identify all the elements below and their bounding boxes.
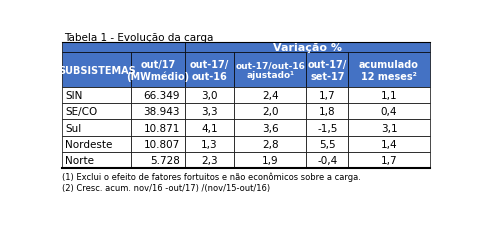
- Bar: [62, 88, 132, 104]
- Bar: [62, 120, 132, 136]
- Text: 1,7: 1,7: [319, 91, 336, 101]
- Bar: [185, 120, 234, 136]
- Bar: [132, 88, 185, 104]
- Bar: [306, 120, 348, 136]
- Text: -0,4: -0,4: [317, 155, 337, 165]
- Text: 2,4: 2,4: [262, 91, 279, 101]
- Bar: [348, 136, 430, 152]
- Bar: [62, 43, 185, 53]
- Bar: [234, 104, 306, 120]
- Bar: [132, 104, 185, 120]
- Text: 3,0: 3,0: [201, 91, 218, 101]
- Bar: [306, 104, 348, 120]
- Bar: [348, 53, 430, 88]
- Bar: [348, 120, 430, 136]
- Text: 1,8: 1,8: [319, 107, 336, 117]
- Text: 1,1: 1,1: [381, 91, 397, 101]
- Bar: [185, 43, 430, 53]
- Bar: [132, 53, 185, 88]
- Bar: [185, 88, 234, 104]
- Bar: [348, 152, 430, 168]
- Text: SIN: SIN: [65, 91, 83, 101]
- Text: 3,3: 3,3: [201, 107, 218, 117]
- Text: out-17/out-16
ajustado¹: out-17/out-16 ajustado¹: [236, 61, 305, 80]
- Text: Nordeste: Nordeste: [65, 139, 113, 149]
- Text: out/17
(MWmédio): out/17 (MWmédio): [126, 59, 190, 82]
- Text: 38.943: 38.943: [144, 107, 180, 117]
- Text: 5,5: 5,5: [319, 139, 336, 149]
- Bar: [62, 33, 430, 43]
- Text: -1,5: -1,5: [317, 123, 337, 133]
- Bar: [185, 152, 234, 168]
- Text: out-17/
set-17: out-17/ set-17: [308, 60, 347, 81]
- Bar: [62, 53, 132, 88]
- Text: 3,1: 3,1: [381, 123, 397, 133]
- Bar: [132, 136, 185, 152]
- Text: out-17/
out-16: out-17/ out-16: [190, 60, 229, 81]
- Text: Sul: Sul: [65, 123, 82, 133]
- Text: Tabela 1 - Evolução da carga: Tabela 1 - Evolução da carga: [64, 33, 213, 43]
- Text: 1,4: 1,4: [381, 139, 397, 149]
- Text: 5.728: 5.728: [150, 155, 180, 165]
- Text: 1,9: 1,9: [262, 155, 279, 165]
- Text: Norte: Norte: [65, 155, 95, 165]
- Bar: [348, 104, 430, 120]
- Text: 2,3: 2,3: [201, 155, 218, 165]
- Bar: [306, 88, 348, 104]
- Text: 66.349: 66.349: [144, 91, 180, 101]
- Bar: [62, 104, 132, 120]
- Text: SUBSISTEMAS: SUBSISTEMAS: [58, 66, 136, 76]
- Bar: [132, 120, 185, 136]
- Text: 10.871: 10.871: [144, 123, 180, 133]
- Text: 10.807: 10.807: [144, 139, 180, 149]
- Text: 1,7: 1,7: [381, 155, 397, 165]
- Bar: [306, 53, 348, 88]
- Bar: [185, 136, 234, 152]
- Text: (2) Cresc. acum. nov/16 -out/17) /(nov/15-out/16): (2) Cresc. acum. nov/16 -out/17) /(nov/1…: [62, 184, 270, 193]
- Bar: [306, 136, 348, 152]
- Text: 0,4: 0,4: [381, 107, 397, 117]
- Bar: [234, 88, 306, 104]
- Text: 1,3: 1,3: [201, 139, 218, 149]
- Text: (1) Exclui o efeito de fatores fortuitos e não econômicos sobre a carga.: (1) Exclui o efeito de fatores fortuitos…: [62, 171, 361, 181]
- Bar: [234, 53, 306, 88]
- Bar: [306, 152, 348, 168]
- Bar: [62, 136, 132, 152]
- Bar: [62, 152, 132, 168]
- Bar: [185, 104, 234, 120]
- Bar: [234, 152, 306, 168]
- Bar: [234, 120, 306, 136]
- Bar: [185, 53, 234, 88]
- Bar: [132, 152, 185, 168]
- Text: 4,1: 4,1: [201, 123, 218, 133]
- Bar: [234, 136, 306, 152]
- Text: Variação %: Variação %: [273, 43, 342, 53]
- Text: 2,0: 2,0: [262, 107, 279, 117]
- Text: SE/CO: SE/CO: [65, 107, 97, 117]
- Text: 2,8: 2,8: [262, 139, 279, 149]
- Text: acumulado
12 meses²: acumulado 12 meses²: [359, 60, 419, 81]
- Bar: [348, 88, 430, 104]
- Text: 3,6: 3,6: [262, 123, 279, 133]
